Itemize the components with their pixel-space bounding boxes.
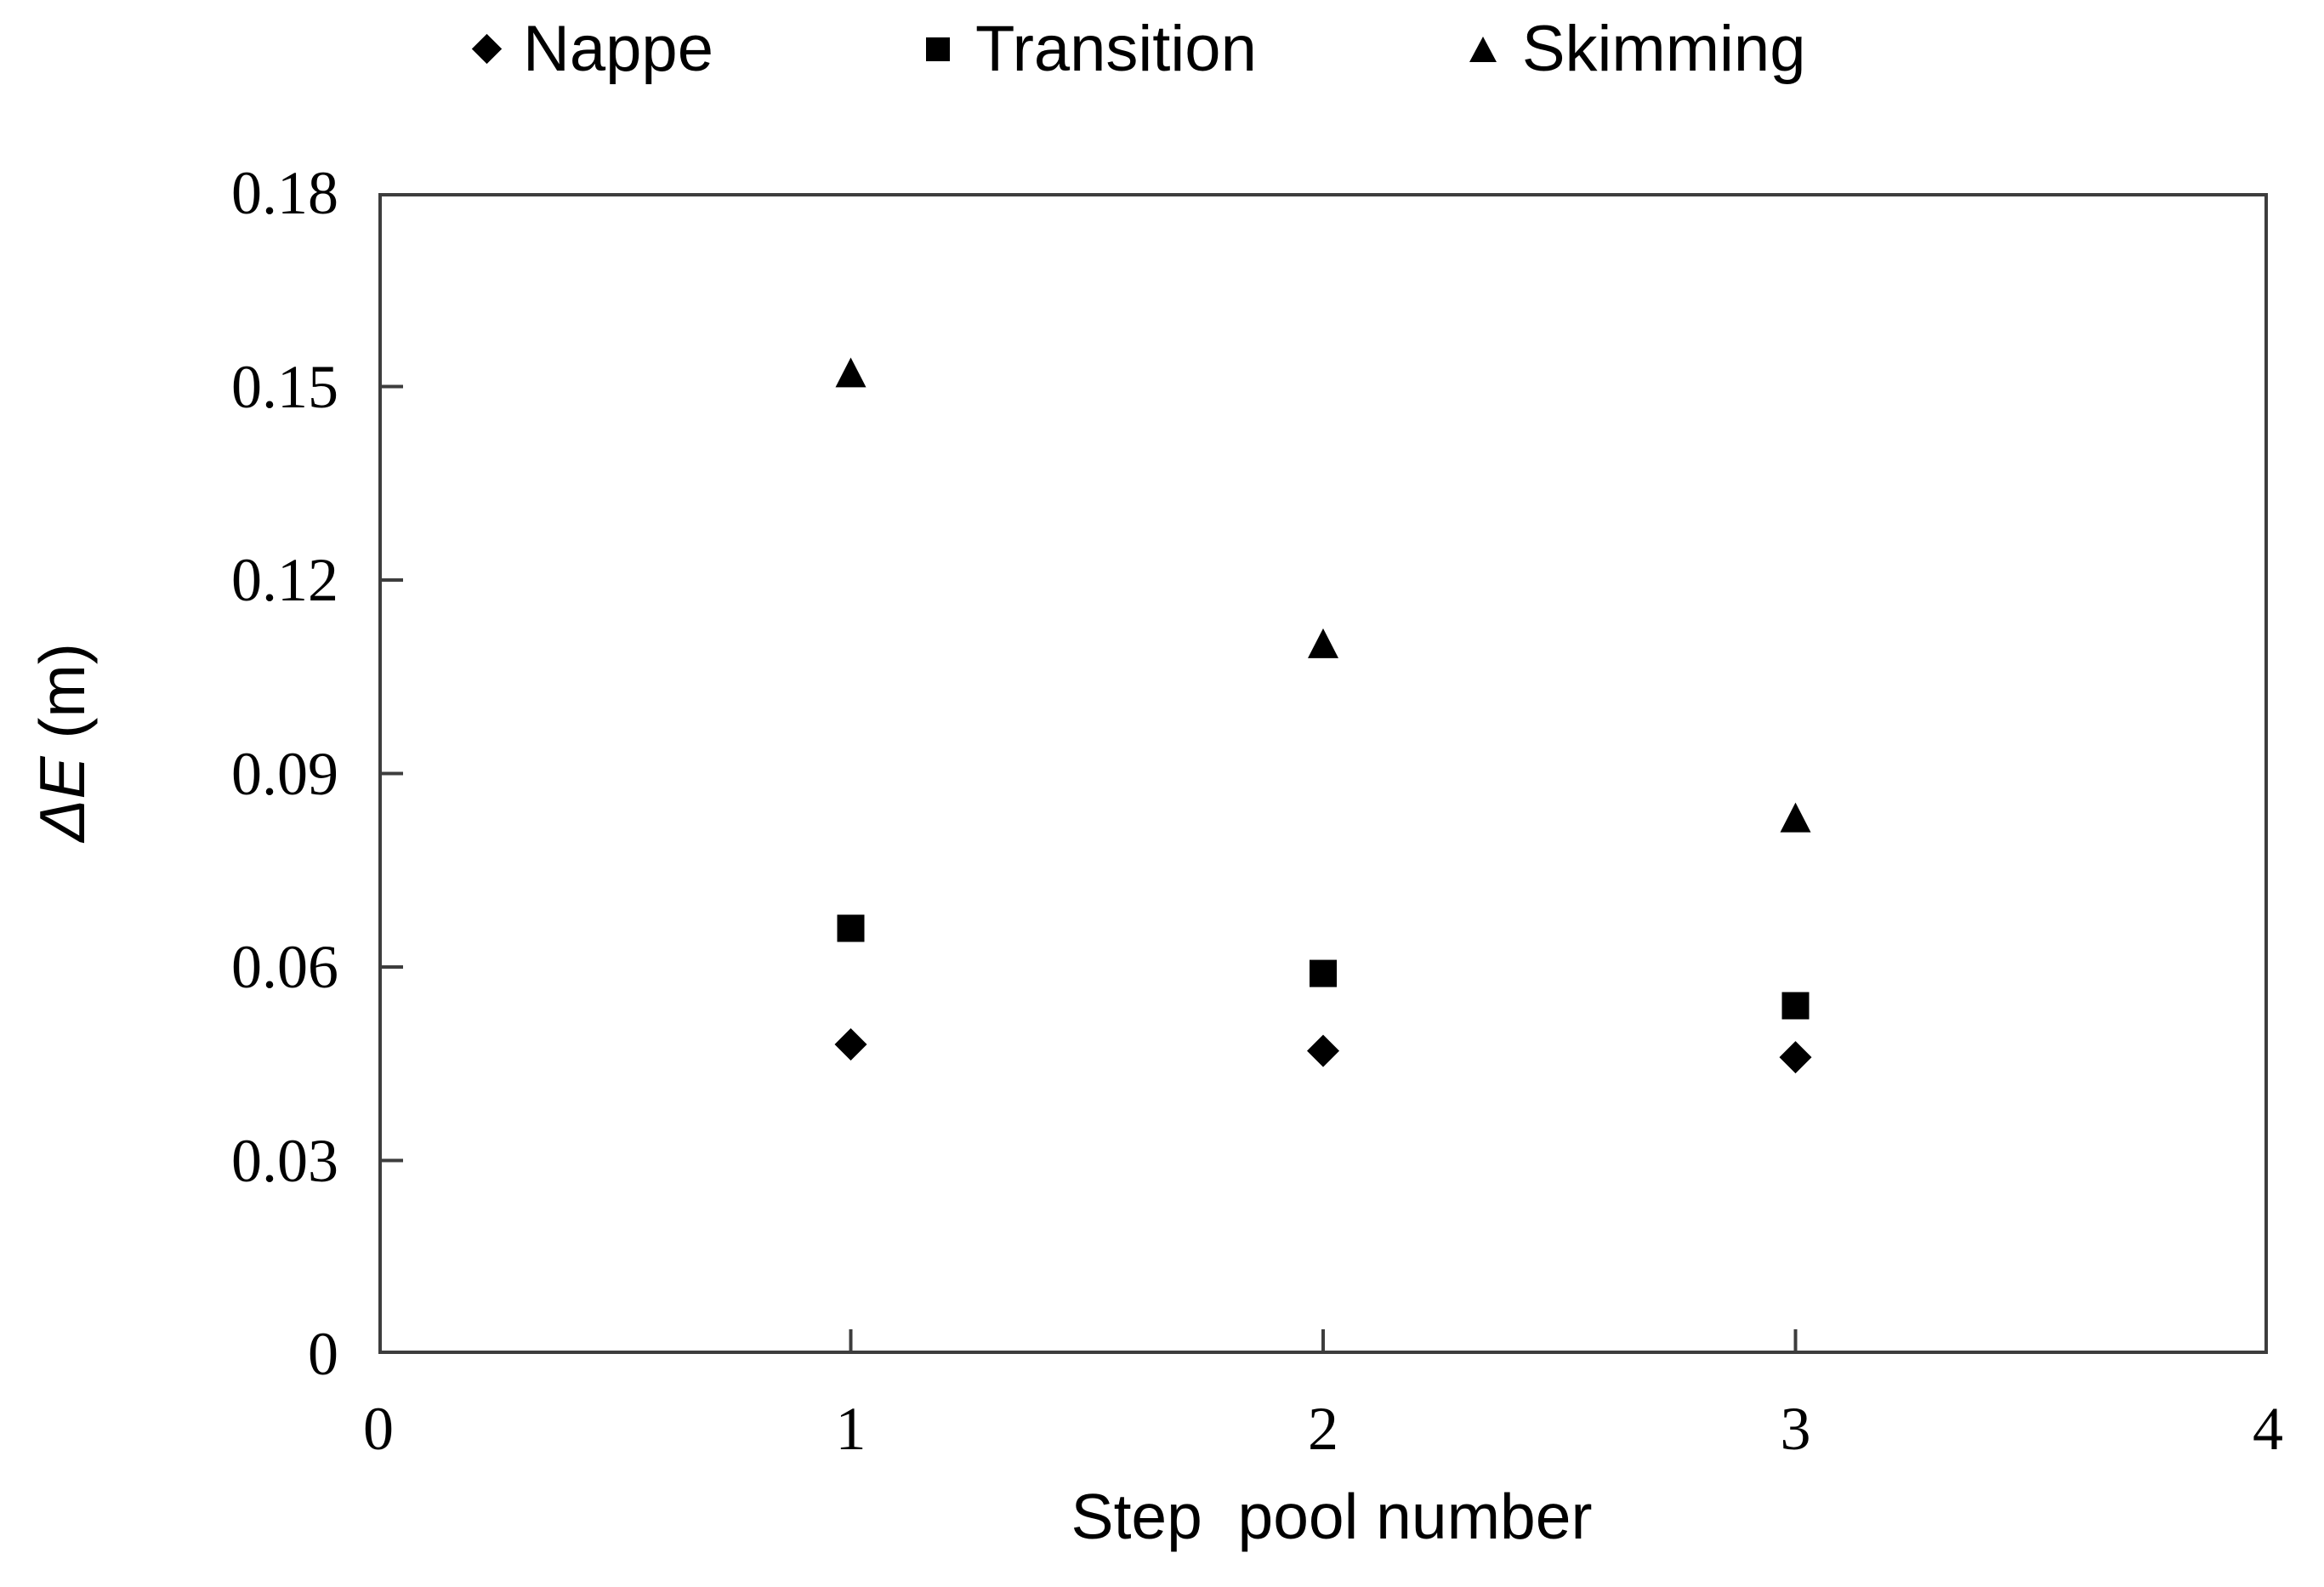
chart-legend: Nappe Transition Skimming	[471, 12, 1806, 86]
x-tick-label: 1	[835, 1395, 867, 1463]
square-marker-icon	[925, 37, 950, 61]
legend-item-nappe: Nappe	[471, 12, 713, 86]
data-point-transition	[1310, 959, 1337, 987]
data-point-skimming	[1308, 628, 1338, 658]
x-tick-label: 3	[1780, 1395, 1811, 1463]
diamond-marker-icon	[471, 34, 503, 65]
x-tick-label: 2	[1308, 1395, 1338, 1463]
data-point-nappe	[1779, 1041, 1812, 1074]
legend-item-skimming: Skimming	[1469, 12, 1806, 86]
data-point-skimming	[835, 357, 867, 388]
data-point-transition	[1781, 992, 1810, 1020]
legend-label-nappe: Nappe	[523, 13, 713, 85]
y-tick-label: 0.09	[231, 739, 338, 808]
y-tick-label: 0.15	[231, 352, 338, 421]
data-point-nappe	[834, 1028, 867, 1061]
y-tick-label: 0	[308, 1320, 338, 1388]
data-point-transition	[837, 914, 865, 942]
plot-area	[378, 193, 2268, 1354]
y-tick-label: 0.06	[231, 933, 338, 1001]
legend-item-transition: Transition	[925, 12, 1257, 86]
x-tick-label: 4	[2253, 1395, 2283, 1463]
x-axis-title: Step pool number	[1071, 1481, 1593, 1552]
plot-border	[378, 193, 2268, 1354]
y-tick-label: 0.12	[231, 546, 338, 614]
x-tick-label: 0	[363, 1395, 394, 1463]
legend-label-transition: Transition	[974, 13, 1257, 85]
y-tick-label: 0.18	[231, 159, 338, 227]
y-tick-label: 0.03	[231, 1126, 338, 1195]
triangle-marker-icon	[1469, 36, 1497, 62]
data-point-nappe	[1307, 1034, 1339, 1067]
legend-label-skimming: Skimming	[1521, 13, 1806, 85]
data-point-skimming	[1780, 802, 1811, 833]
